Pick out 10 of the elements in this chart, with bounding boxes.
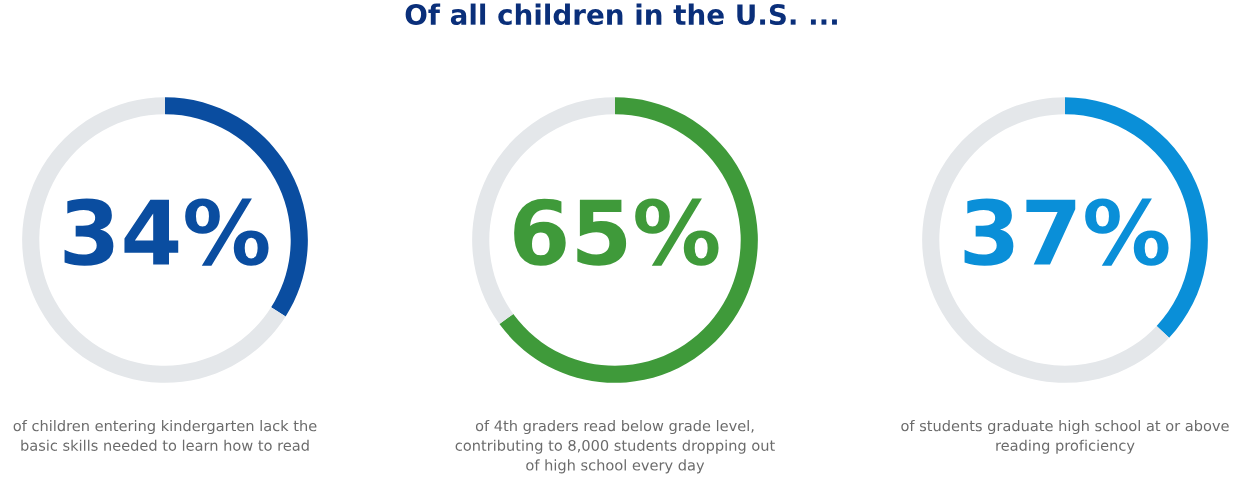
text: Of all children in the U.S. ...	[405, 3, 837, 26]
donut-slice	[499, 97, 758, 383]
text: of 4th graders read below grade level, contributing to 8,000 students dropping out of high school every day	[455, 420, 775, 474]
data-label: 34%	[64, 198, 269, 266]
donut-slice	[22, 97, 286, 383]
donut-slice	[922, 97, 1170, 383]
text: of students graduate high school at or above reading proficiency	[901, 420, 1229, 454]
data-label: 37%	[964, 198, 1169, 266]
data-label: 65%	[514, 198, 719, 266]
text: of children entering kindergarten lack the basic skills needed to learn how to read	[13, 420, 317, 451]
